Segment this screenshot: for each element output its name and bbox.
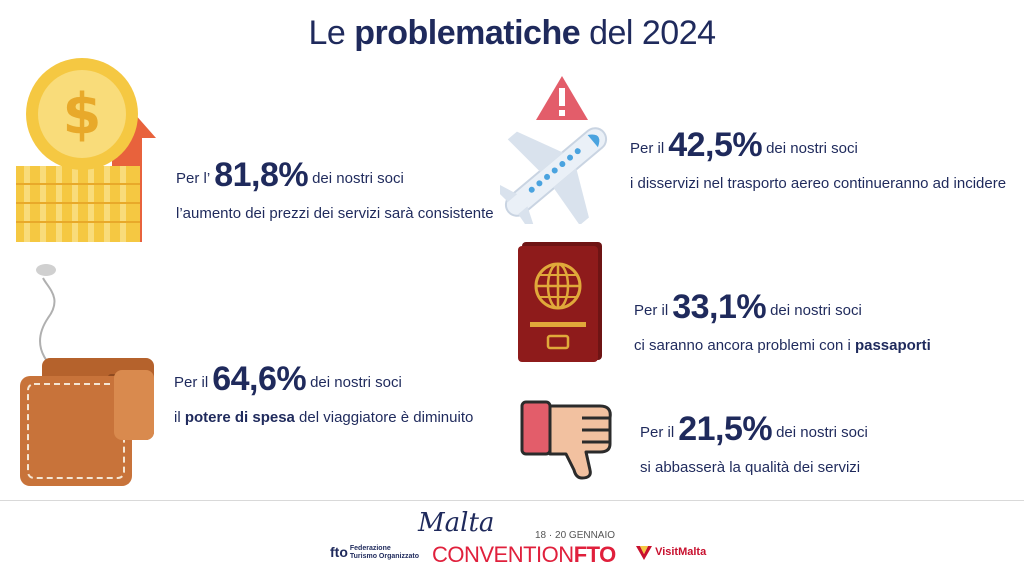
stat-price-increase: Per l’ 81,8% dei nostri soci l’aumento dei… [176,156,494,223]
page-title: Le problematiche del 2024 [308,14,716,52]
event-dates: 18 · 20 GENNAIO [535,530,616,541]
stat-service-quality: Per il 21,5% dei nostri soci si abbasserà … [640,410,868,477]
wallet-icon [20,264,154,486]
footer-divider [0,500,1024,501]
malta-script: Malta [418,508,495,538]
stat-percentage: 42,5% [668,126,763,164]
stat-percentage: 64,6% [212,360,307,398]
svg-text:$: $ [63,82,102,147]
stat-percentage: 81,8% [214,156,309,194]
stat-percentage: 21,5% [678,410,773,448]
price-increase-icon: $ [16,58,156,242]
visitmalta-logo: VisitMalta [636,544,706,560]
stat-spending-power: Per il 64,6% dei nostri soci il potere di … [174,360,474,427]
stat-passports: Per il 33,1% dei nostri soci ci saranno an… [634,288,931,355]
thumbs-down-icon [520,400,612,480]
visitmalta-icon [636,546,652,560]
airplane-warning-icon [500,76,608,224]
fto-logo: fto Federazione Turismo Organizzato [330,544,419,561]
convention-logo: CONVENTIONFTO [432,542,616,567]
passport-icon [518,242,602,362]
stat-air-transport: Per il 42,5% dei nostri soci i disservizi … [630,126,1007,193]
stat-percentage: 33,1% [672,288,767,326]
